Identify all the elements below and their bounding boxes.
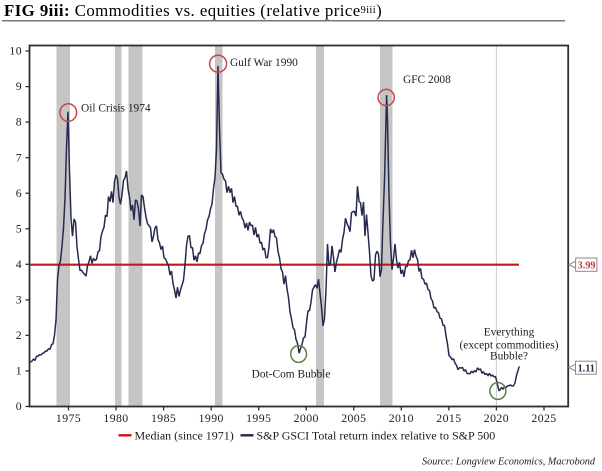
svg-text:Source: Longview Economics, Ma: Source: Longview Economics, Macrobond bbox=[422, 457, 596, 468]
svg-text:Everything: Everything bbox=[484, 327, 535, 339]
svg-text:1.11: 1.11 bbox=[578, 363, 595, 374]
svg-text:10: 10 bbox=[9, 44, 22, 58]
svg-text:5: 5 bbox=[16, 221, 22, 235]
svg-text:Gulf War 1990: Gulf War 1990 bbox=[230, 57, 298, 69]
svg-text:GFC 2008: GFC 2008 bbox=[403, 74, 451, 86]
svg-text:Dot-Com Bubble: Dot-Com Bubble bbox=[252, 369, 331, 381]
svg-text:3.99: 3.99 bbox=[578, 260, 596, 271]
svg-text:4: 4 bbox=[16, 257, 22, 271]
svg-text:6: 6 bbox=[16, 186, 22, 200]
svg-text:2025: 2025 bbox=[531, 411, 556, 425]
svg-text:Oil Crisis 1974: Oil Crisis 1974 bbox=[81, 103, 151, 115]
svg-text:1980: 1980 bbox=[103, 411, 128, 425]
svg-text:FIG 9iii: Commodities vs. equi: FIG 9iii: Commodities vs. equities (rela… bbox=[4, 1, 382, 20]
svg-text:1985: 1985 bbox=[151, 411, 176, 425]
svg-text:8: 8 bbox=[16, 115, 22, 129]
svg-text:2: 2 bbox=[16, 328, 22, 342]
svg-text:(except commodities): (except commodities) bbox=[459, 339, 558, 351]
svg-text:1975: 1975 bbox=[56, 411, 81, 425]
svg-text:9: 9 bbox=[16, 79, 22, 93]
svg-text:0: 0 bbox=[16, 399, 22, 413]
svg-text:1990: 1990 bbox=[199, 411, 224, 425]
svg-text:2000: 2000 bbox=[294, 411, 319, 425]
svg-text:2005: 2005 bbox=[341, 411, 366, 425]
svg-text:1995: 1995 bbox=[246, 411, 271, 425]
svg-text:2010: 2010 bbox=[389, 411, 414, 425]
svg-text:Bubble?: Bubble? bbox=[490, 350, 528, 362]
svg-text:2020: 2020 bbox=[484, 411, 509, 425]
svg-text:Median (since 1971): Median (since 1971) bbox=[135, 428, 234, 442]
svg-text:1: 1 bbox=[16, 364, 22, 378]
svg-text:S&P GSCI Total return index re: S&P GSCI Total return index relative to … bbox=[257, 428, 496, 442]
svg-text:3: 3 bbox=[16, 293, 22, 307]
svg-text:2015: 2015 bbox=[436, 411, 461, 425]
svg-text:7: 7 bbox=[16, 150, 22, 164]
